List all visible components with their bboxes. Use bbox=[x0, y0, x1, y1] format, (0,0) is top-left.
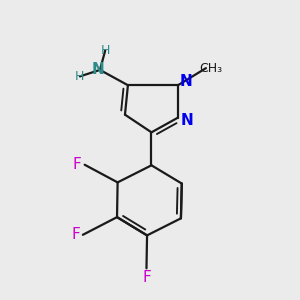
Text: N: N bbox=[180, 113, 193, 128]
Text: N: N bbox=[180, 74, 193, 89]
Text: CH₃: CH₃ bbox=[200, 61, 223, 75]
Text: N: N bbox=[92, 62, 105, 77]
Text: F: F bbox=[73, 157, 82, 172]
Text: H: H bbox=[75, 70, 85, 83]
Text: F: F bbox=[142, 270, 151, 285]
Text: H: H bbox=[100, 44, 110, 57]
Text: F: F bbox=[71, 227, 80, 242]
